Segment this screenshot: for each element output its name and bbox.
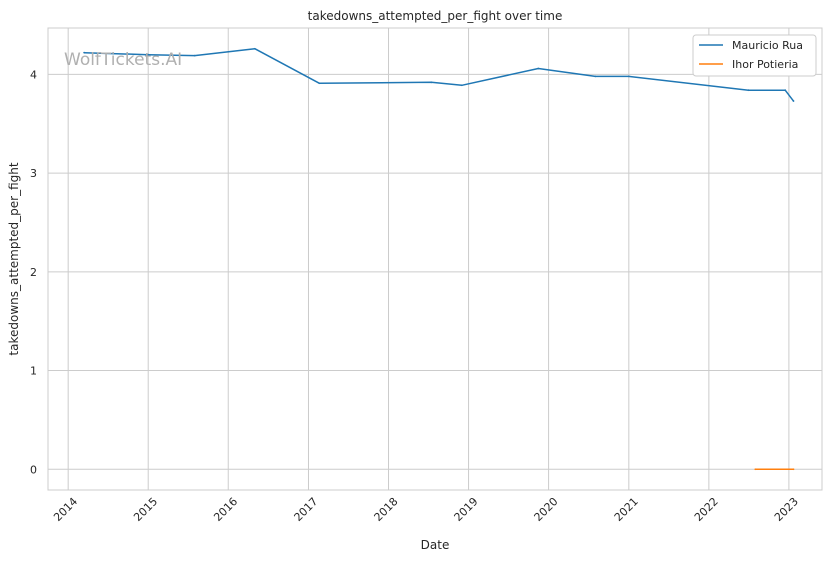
- data-point-mauricio-rua: [430, 81, 433, 84]
- y-axis: 0 1 2 3 4: [30, 68, 37, 476]
- watermark: WolfTickets.AI: [64, 50, 182, 70]
- x-tick-label: 2016: [211, 495, 240, 524]
- plot-area: [47, 27, 823, 491]
- legend: Mauricio Rua Ihor Potieria: [692, 34, 817, 77]
- x-axis-title: Date: [421, 538, 450, 552]
- data-point-mauricio-rua: [193, 54, 196, 57]
- data-point-mauricio-rua: [460, 84, 463, 87]
- series-layer: [83, 47, 795, 471]
- x-tick-label: 2020: [532, 495, 561, 524]
- x-tick-label: 2018: [372, 495, 401, 524]
- x-tick-label: 2021: [612, 495, 641, 524]
- x-tick-label: 2015: [131, 495, 160, 524]
- grid-lines: [48, 28, 822, 490]
- data-point-mauricio-rua: [594, 75, 597, 78]
- y-tick-label: 3: [30, 167, 37, 180]
- data-point-ihor-potieria: [754, 468, 757, 471]
- data-point-ihor-potieria: [792, 468, 795, 471]
- data-point-mauricio-rua: [83, 51, 86, 54]
- x-tick-label: 2022: [692, 495, 721, 524]
- data-point-mauricio-rua: [318, 82, 321, 85]
- y-tick-label: 0: [30, 463, 37, 476]
- data-point-mauricio-rua: [253, 47, 256, 50]
- x-tick-label: 2014: [51, 495, 80, 524]
- data-point-mauricio-rua: [792, 100, 795, 102]
- y-tick-label: 4: [30, 68, 37, 81]
- legend-label-ihor-potieria: Ihor Potieria: [732, 58, 798, 71]
- legend-label-mauricio-rua: Mauricio Rua: [732, 39, 803, 52]
- x-axis: 2014 2015 2016 2017 2018 2019 2020 2021 2022 2023: [51, 495, 801, 524]
- data-point-mauricio-rua: [147, 53, 150, 56]
- chart-title: takedowns_attempted_per_fight over time: [308, 9, 563, 23]
- legend-box: [692, 34, 817, 77]
- data-point-mauricio-rua: [747, 89, 750, 92]
- data-point-mauricio-rua: [537, 67, 540, 70]
- y-axis-title: takedowns_attempted_per_fight: [7, 162, 21, 355]
- x-tick-label: 2019: [452, 495, 481, 524]
- y-tick-label: 1: [30, 365, 37, 378]
- data-point-mauricio-rua: [784, 89, 787, 92]
- data-point-mauricio-rua: [627, 75, 630, 78]
- x-tick-label: 2017: [292, 495, 321, 524]
- x-tick-label: 2023: [772, 495, 801, 524]
- y-tick-label: 2: [30, 266, 37, 279]
